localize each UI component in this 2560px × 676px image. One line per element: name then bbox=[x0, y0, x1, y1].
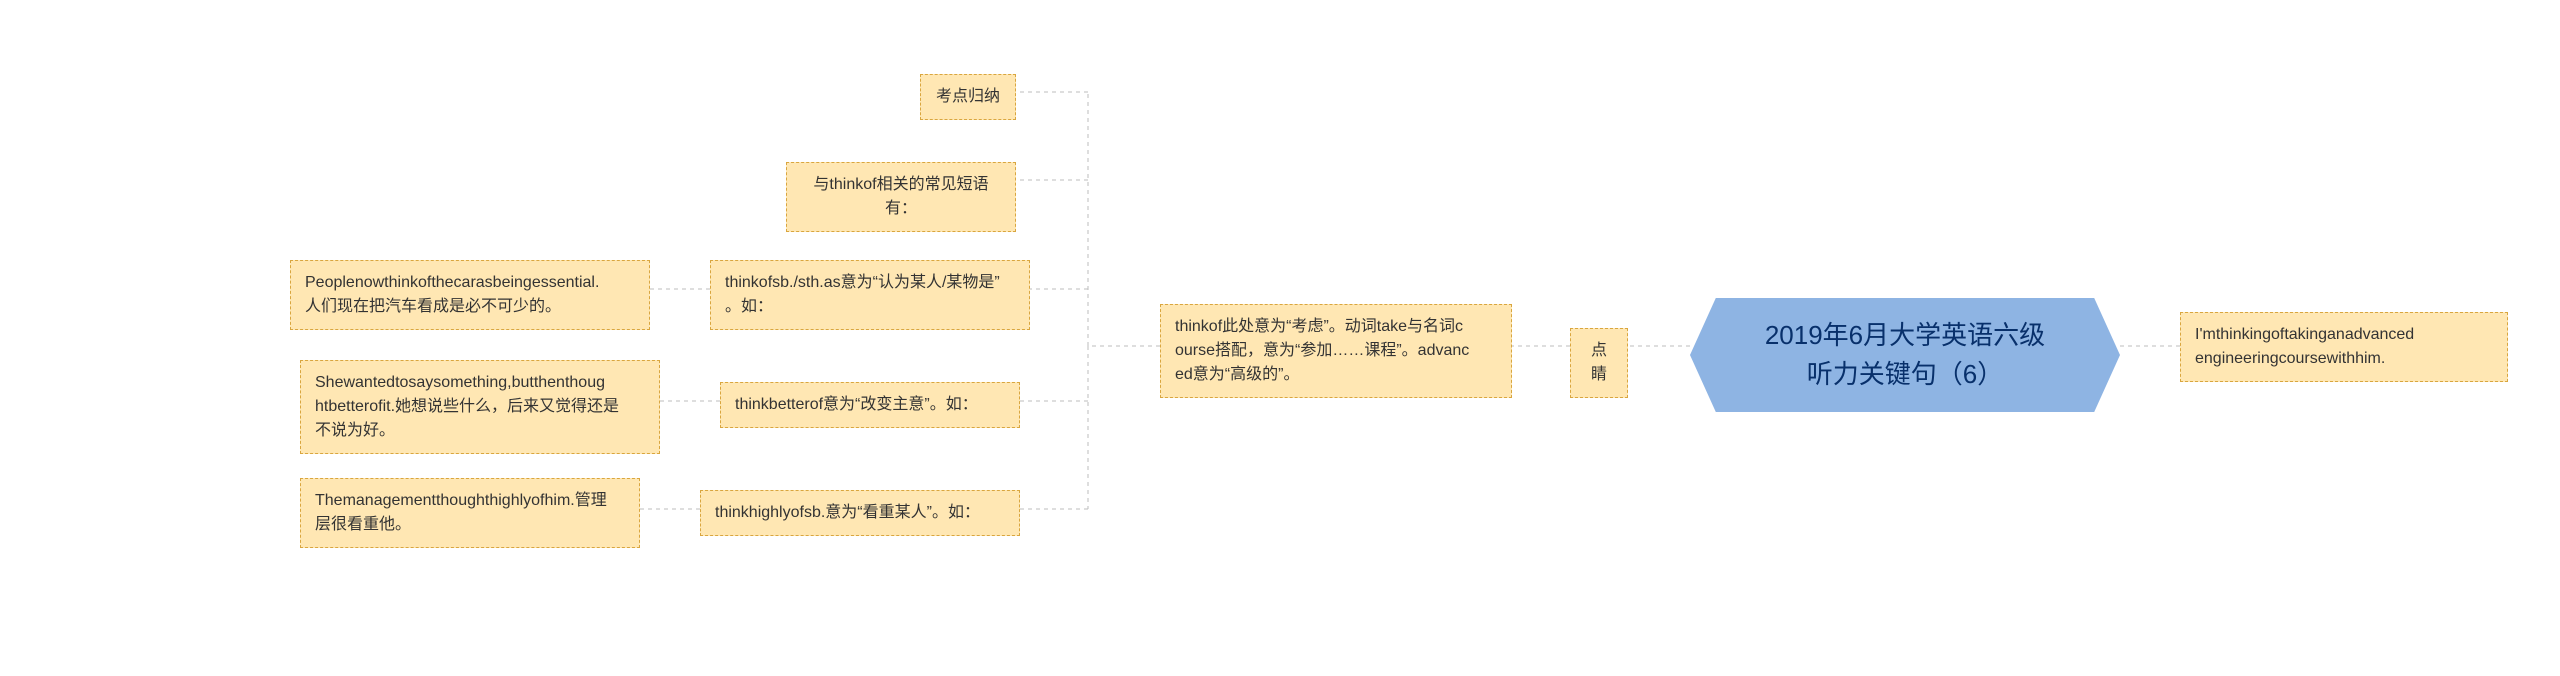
branch-kaodian: 考点归纳 bbox=[920, 74, 1016, 120]
b3a-l1: Peoplenowthinkofthecarasbeingessential. bbox=[305, 271, 599, 295]
root-line2: 听力关键句（6） bbox=[1765, 355, 2045, 394]
b4-text: thinkbetterof意为“改变主意”。如： bbox=[735, 393, 978, 417]
root-node: 2019年6月大学英语六级 听力关键句（6） bbox=[1690, 298, 2120, 412]
b3-line2: 。如： bbox=[725, 295, 1000, 319]
b4a-l3: 不说为好。 bbox=[315, 419, 619, 443]
b3a-l2: 人们现在把汽车看成是必不可少的。 bbox=[305, 295, 599, 319]
branch-thinkhighlyof: thinkhighlyofsb.意为“看重某人”。如： bbox=[700, 490, 1020, 536]
l2-line3: ed意为“高级的”。 bbox=[1175, 363, 1469, 387]
l2-line2: ourse搭配，意为“参加……课程”。advanc bbox=[1175, 339, 1469, 363]
b5-text: thinkhighlyofsb.意为“看重某人”。如： bbox=[715, 501, 980, 525]
right-leaf-l2: engineeringcoursewithhim. bbox=[2195, 347, 2414, 371]
b5a-l2: 层很看重他。 bbox=[315, 513, 607, 537]
b4a-l2: htbetterofit.她想说些什么，后来又觉得还是 bbox=[315, 395, 619, 419]
node-thinkof-def: thinkof此处意为“考虑”。动词take与名词c ourse搭配，意为“参加… bbox=[1160, 304, 1512, 398]
b2-text: 与thinkof相关的常见短语有： bbox=[801, 173, 1001, 221]
root-line1: 2019年6月大学英语六级 bbox=[1765, 316, 2045, 355]
branch-thinkbetterof: thinkbetterof意为“改变主意”。如： bbox=[720, 382, 1020, 428]
right-leaf-l1: I'mthinkingoftakinganadvanced bbox=[2195, 323, 2414, 347]
node-dianjing-text: 点睛 bbox=[1585, 339, 1613, 387]
leaf-b4a: Shewantedtosaysomething,butthenthoug htb… bbox=[300, 360, 660, 454]
leaf-b3a: Peoplenowthinkofthecarasbeingessential. … bbox=[290, 260, 650, 330]
right-leaf: I'mthinkingoftakinganadvanced engineerin… bbox=[2180, 312, 2508, 382]
branch-thinkof-as: thinkofsb./sth.as意为“认为某人/某物是” 。如： bbox=[710, 260, 1030, 330]
branch-thinkof-phrases: 与thinkof相关的常见短语有： bbox=[786, 162, 1016, 232]
b4a-l1: Shewantedtosaysomething,butthenthoug bbox=[315, 371, 619, 395]
node-dianjing: 点睛 bbox=[1570, 328, 1628, 398]
b5a-l1: Themanagementthoughthighlyofhim.管理 bbox=[315, 489, 607, 513]
leaf-b5a: Themanagementthoughthighlyofhim.管理 层很看重他… bbox=[300, 478, 640, 548]
b1-text: 考点归纳 bbox=[936, 85, 1000, 109]
b3-line1: thinkofsb./sth.as意为“认为某人/某物是” bbox=[725, 271, 1000, 295]
l2-line1: thinkof此处意为“考虑”。动词take与名词c bbox=[1175, 315, 1469, 339]
